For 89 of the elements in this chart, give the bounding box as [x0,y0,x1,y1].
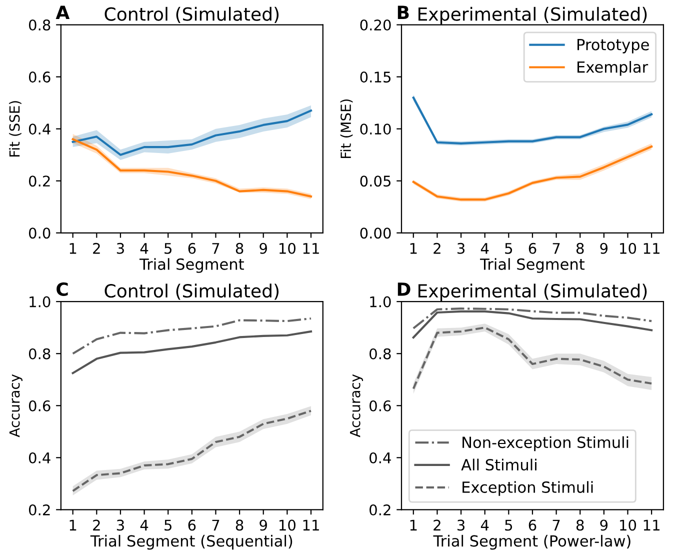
x-tick-label: 5 [505,520,512,531]
line-series [72,330,312,374]
x-tick-label: 7 [212,243,220,254]
x-tick-label: 8 [236,242,244,254]
x-tick-label: 6 [528,520,536,531]
line-series [412,308,653,330]
x-tick-label: 7 [212,520,220,530]
line-series [412,310,653,339]
x-tick-label: 1 [70,243,76,254]
y-tick-label: 1.0 [370,296,391,308]
y-tick-label: 0.00 [360,228,391,239]
y-tick-label: 0.4 [370,452,391,464]
x-tick-label: 11 [303,243,319,254]
x-tick-label: 5 [164,520,172,531]
y-axis-title: Fit (SSE) [9,101,22,156]
x-tick-label: 9 [600,242,608,254]
y-tick-label: 0.2 [28,504,50,516]
x-tick-label: 5 [505,243,512,254]
x-tick-label: 10 [620,242,636,254]
legend-label: Non-exception Stimuli [462,436,628,452]
x-tick-label: 7 [552,243,560,254]
y-tick-label: 0.15 [360,72,390,83]
x-tick-label: 3 [116,520,124,531]
x-tick-label: 4 [140,520,148,530]
x-tick-label: 10 [280,520,296,531]
y-tick-label: 0.2 [28,176,50,187]
chart-title: Control (Simulated) [104,284,279,300]
y-axis-title: Accuracy [350,374,364,438]
x-tick-label: 8 [236,520,244,531]
x-tick-label: 5 [164,243,172,254]
x-axis-title: Trial Segment [480,258,585,273]
y-tick-label: 0.8 [28,20,50,31]
text: C [56,282,68,296]
x-tick-label: 10 [280,242,296,254]
x-tick-label: 3 [116,242,124,254]
y-tick-label: 0.0 [28,228,50,239]
text: A [56,6,70,19]
y-tick-label: 0.6 [370,400,391,412]
x-tick-label: 11 [303,520,319,530]
x-axis-title: Trial Segment (Sequential) [90,534,292,550]
x-tick-label: 2 [93,242,100,254]
y-tick-label: 0.20 [360,20,391,31]
chart-title: Experimental (Simulated) [418,284,647,302]
text: B [398,6,409,19]
x-axis-title: Trial Segment [139,258,244,273]
y-tick-label: 0.4 [28,452,50,464]
y-tick-label: 0.8 [370,348,391,360]
chart-title: Control (Simulated) [104,6,279,24]
x-tick-label: 3 [458,520,464,531]
x-tick-label: 11 [644,243,660,254]
x-tick-label: 1 [70,520,76,530]
x-tick-label: 1 [410,520,417,530]
x-tick-label: 8 [576,520,584,531]
x-tick-label: 11 [644,520,660,530]
x-tick-label: 9 [600,520,608,531]
legend-label: All Stimuli [461,458,536,471]
legend-label: Prototype [578,39,649,54]
x-tick-label: 2 [93,520,100,530]
line-series [72,317,312,355]
x-tick-label: 10 [620,520,636,531]
x-tick-label: 9 [260,242,267,254]
x-tick-label: 4 [480,520,489,530]
y-tick-label: 0.8 [28,348,50,360]
x-tick-label: 2 [434,242,440,254]
x-tick-label: 4 [480,243,489,254]
legend-label: Exemplar [578,60,648,76]
y-tick-label: 0.6 [28,400,50,412]
chart-title: Experimental (Simulated) [418,6,647,24]
x-tick-label: 6 [528,242,536,254]
text: D [398,282,410,296]
x-axis-title: Trial Segment (Power-law) [433,534,630,550]
x-tick-label: 7 [552,520,560,530]
y-tick-label: 0.6 [28,72,50,83]
x-tick-label: 2 [434,520,440,530]
x-tick-label: 6 [188,520,196,531]
x-tick-label: 4 [140,243,148,254]
x-tick-label: 3 [458,242,464,254]
x-tick-label: 8 [576,242,584,254]
y-tick-label: 1.0 [30,296,50,308]
y-axis-title: Fit (MSE) [340,99,353,158]
y-tick-label: 0.10 [360,124,391,135]
x-tick-label: 9 [260,520,267,531]
y-axis-title: Accuracy [9,374,22,438]
legend-label: Exception Stimuli [462,481,593,496]
y-tick-label: 0.2 [370,504,390,516]
x-tick-label: 6 [188,242,196,254]
y-tick-label: 0.4 [28,124,50,135]
x-tick-label: 1 [410,243,417,254]
y-tick-label: 0.05 [360,176,390,187]
